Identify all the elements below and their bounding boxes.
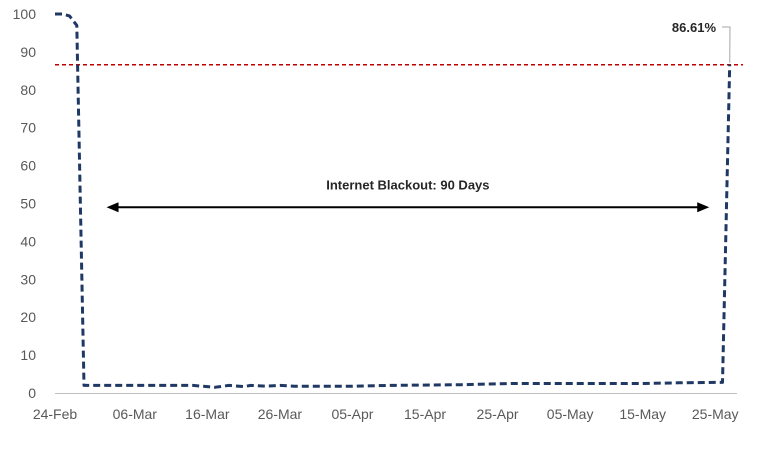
x-tick-label: 24-Feb [33, 406, 78, 422]
y-tick-label: 100 [13, 6, 37, 22]
y-tick-label: 90 [20, 44, 36, 60]
y-tick-label: 0 [28, 385, 36, 401]
y-axis: 0 10 20 30 40 50 60 70 80 90 100 [13, 6, 37, 401]
value-annotation: 86.61% [672, 20, 731, 63]
x-tick-label: 06-Mar [113, 406, 158, 422]
x-tick-label: 15-Apr [404, 406, 446, 422]
x-tick-label: 26-Mar [258, 406, 303, 422]
x-axis: 24-Feb 06-Mar 16-Mar 26-Mar 05-Apr 15-Apr 25-A… [33, 406, 739, 422]
y-tick-label: 30 [20, 271, 36, 287]
arrow-right-head [697, 202, 710, 213]
y-tick-label: 20 [20, 309, 36, 325]
blackout-annotation: Internet Blackout: 90 Days [106, 178, 710, 213]
x-tick-label: 16-Mar [185, 406, 230, 422]
series-group [55, 12, 732, 389]
y-tick-label: 10 [20, 347, 36, 363]
y-tick-label: 60 [20, 158, 36, 174]
x-tick-label: 25-May [692, 406, 739, 422]
x-tick-label: 15-May [619, 406, 666, 422]
value-leader-line [722, 26, 731, 63]
value-label: 86.61% [672, 20, 717, 35]
series-line [55, 12, 732, 389]
y-tick-label: 40 [20, 233, 36, 249]
y-tick-label: 80 [20, 82, 36, 98]
blackout-label: Internet Blackout: 90 Days [326, 178, 489, 193]
x-tick-label: 25-Apr [477, 406, 519, 422]
x-tick-label: 05-Apr [331, 406, 373, 422]
y-tick-label: 70 [20, 120, 36, 136]
x-tick-label: 05-May [547, 406, 594, 422]
y-tick-label: 50 [20, 196, 36, 212]
arrow-left-head [106, 202, 119, 213]
